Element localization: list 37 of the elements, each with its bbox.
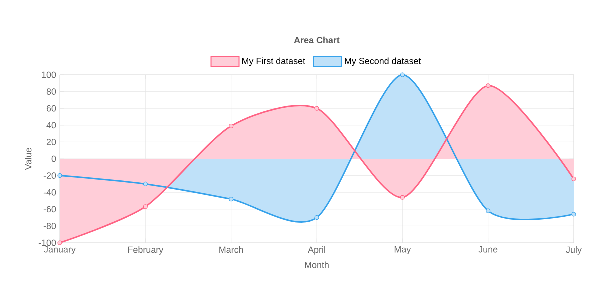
y-axis-title: Value (25, 148, 32, 170)
y-tick-label: -40 (44, 189, 56, 196)
y-tick-label: -80 (44, 223, 56, 230)
legend-label: My First dataset (242, 58, 306, 66)
x-tick-label: June (478, 246, 498, 253)
x-tick-label: May (394, 246, 412, 255)
point (572, 212, 576, 217)
y-tick-label: 100 (42, 72, 56, 78)
point (229, 197, 234, 202)
point (486, 84, 491, 88)
point (58, 240, 62, 246)
point (229, 124, 234, 129)
y-tick-label: -60 (44, 206, 56, 213)
point (572, 176, 576, 182)
y-tick-label: -20 (44, 172, 56, 179)
point (314, 106, 320, 111)
point (143, 204, 148, 210)
y-tick-label: -100 (38, 240, 56, 246)
y-tick-label: 0 (52, 156, 56, 162)
point (400, 195, 405, 200)
x-tick-label: January (44, 246, 76, 255)
point (400, 72, 405, 78)
point (58, 174, 62, 178)
x-tick-label: July (566, 246, 582, 255)
y-tick-label: 60 (46, 105, 56, 112)
chart-title: Area Chart (294, 36, 340, 44)
legend-label: My Second dataset (345, 58, 422, 66)
y-tick-label: 20 (46, 139, 56, 146)
point (143, 182, 148, 186)
y-tick-label: 80 (46, 88, 56, 95)
x-tick-label: February (128, 246, 164, 255)
x-tick-label: March (220, 246, 244, 254)
point (314, 216, 320, 220)
y-tick-label: 40 (46, 122, 56, 129)
x-tick-label: April (308, 246, 326, 255)
point (486, 208, 491, 214)
x-axis-title: Month (305, 262, 329, 268)
